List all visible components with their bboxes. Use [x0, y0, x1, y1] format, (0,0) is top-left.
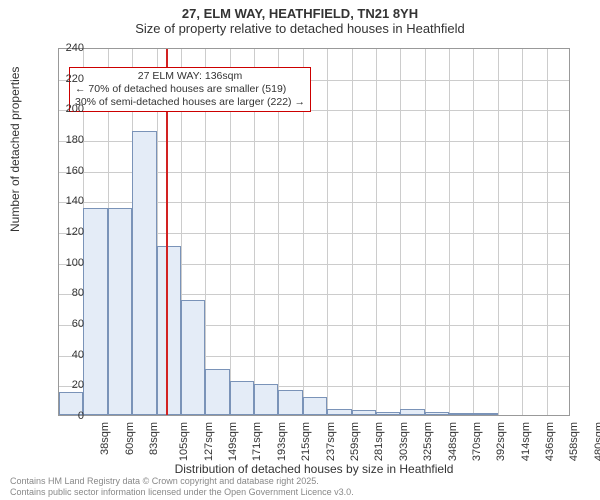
- y-tick-label: 80: [72, 287, 84, 299]
- x-tick-label: 281sqm: [374, 422, 386, 461]
- credit-line-2: Contains public sector information licen…: [10, 487, 354, 498]
- histogram-bar: [376, 412, 400, 415]
- y-tick-label: 140: [66, 195, 84, 207]
- x-tick-label: 60sqm: [124, 422, 136, 455]
- y-tick-label: 20: [72, 379, 84, 391]
- y-tick-label: 200: [66, 103, 84, 115]
- histogram-bar: [108, 208, 132, 415]
- x-tick-label: 303sqm: [398, 422, 410, 461]
- x-tick-label: 171sqm: [252, 422, 264, 461]
- gridline-v: [449, 49, 450, 415]
- chart-container: 27, ELM WAY, HEATHFIELD, TN21 8YH Size o…: [0, 0, 600, 500]
- x-tick-label: 237sqm: [325, 422, 337, 461]
- y-tick-label: 240: [66, 42, 84, 54]
- y-tick-label: 120: [66, 226, 84, 238]
- y-axis-label: Number of detached properties: [8, 67, 22, 232]
- credit-line-1: Contains HM Land Registry data © Crown c…: [10, 476, 354, 487]
- annotation-box: 27 ELM WAY: 136sqm← 70% of detached hous…: [69, 67, 311, 112]
- histogram-bar: [473, 413, 497, 415]
- x-tick-label: 193sqm: [276, 422, 288, 461]
- histogram-bar: [132, 131, 156, 415]
- annotation-header: 27 ELM WAY: 136sqm: [75, 70, 305, 83]
- x-tick-label: 458sqm: [569, 422, 581, 461]
- x-tick-label: 436sqm: [544, 422, 556, 461]
- y-tick-label: 180: [66, 134, 84, 146]
- gridline-v: [400, 49, 401, 415]
- y-tick-label: 160: [66, 165, 84, 177]
- histogram-bar: [278, 390, 302, 415]
- histogram-bar: [303, 397, 327, 415]
- x-tick-label: 215sqm: [300, 422, 312, 461]
- plot-area: 27 ELM WAY: 136sqm← 70% of detached hous…: [58, 48, 570, 416]
- annotation-line-2: 30% of semi-detached houses are larger (…: [75, 96, 305, 109]
- y-tick-label: 100: [66, 257, 84, 269]
- x-tick-label: 38sqm: [99, 422, 111, 455]
- sub-title: Size of property relative to detached ho…: [0, 21, 600, 36]
- gridline-v: [473, 49, 474, 415]
- gridline-v: [352, 49, 353, 415]
- x-tick-label: 414sqm: [520, 422, 532, 461]
- x-tick-label: 392sqm: [495, 422, 507, 461]
- x-tick-label: 149sqm: [227, 422, 239, 461]
- x-tick-label: 259sqm: [349, 422, 361, 461]
- x-tick-label: 370sqm: [471, 422, 483, 461]
- x-tick-label: 105sqm: [178, 422, 190, 461]
- histogram-bar: [157, 246, 181, 415]
- histogram-bar: [230, 381, 254, 415]
- plot: 27 ELM WAY: 136sqm← 70% of detached hous…: [58, 48, 570, 416]
- histogram-bar: [352, 410, 376, 415]
- x-axis-label: Distribution of detached houses by size …: [58, 462, 570, 476]
- annotation-line-1: ← 70% of detached houses are smaller (51…: [75, 83, 305, 96]
- histogram-bar: [205, 369, 229, 415]
- histogram-bar: [449, 413, 473, 415]
- histogram-bar: [400, 409, 424, 415]
- y-tick-label: 220: [66, 73, 84, 85]
- x-tick-label: 348sqm: [447, 422, 459, 461]
- x-tick-label: 83sqm: [148, 422, 160, 455]
- x-tick-label: 127sqm: [203, 422, 215, 461]
- credits: Contains HM Land Registry data © Crown c…: [10, 476, 354, 498]
- x-tick-label: 325sqm: [422, 422, 434, 461]
- gridline-v: [498, 49, 499, 415]
- title-block: 27, ELM WAY, HEATHFIELD, TN21 8YH Size o…: [0, 0, 600, 36]
- histogram-bar: [181, 300, 205, 415]
- gridline-v: [327, 49, 328, 415]
- y-tick-label: 60: [72, 318, 84, 330]
- main-title: 27, ELM WAY, HEATHFIELD, TN21 8YH: [0, 6, 600, 21]
- gridline-v: [425, 49, 426, 415]
- histogram-bar: [425, 412, 449, 415]
- gridline-v: [522, 49, 523, 415]
- gridline-v: [376, 49, 377, 415]
- histogram-bar: [83, 208, 107, 415]
- y-tick-label: 0: [78, 410, 84, 422]
- gridline-v: [547, 49, 548, 415]
- histogram-bar: [327, 409, 351, 415]
- histogram-bar: [254, 384, 278, 415]
- x-tick-label: 480sqm: [593, 422, 600, 461]
- y-tick-label: 40: [72, 349, 84, 361]
